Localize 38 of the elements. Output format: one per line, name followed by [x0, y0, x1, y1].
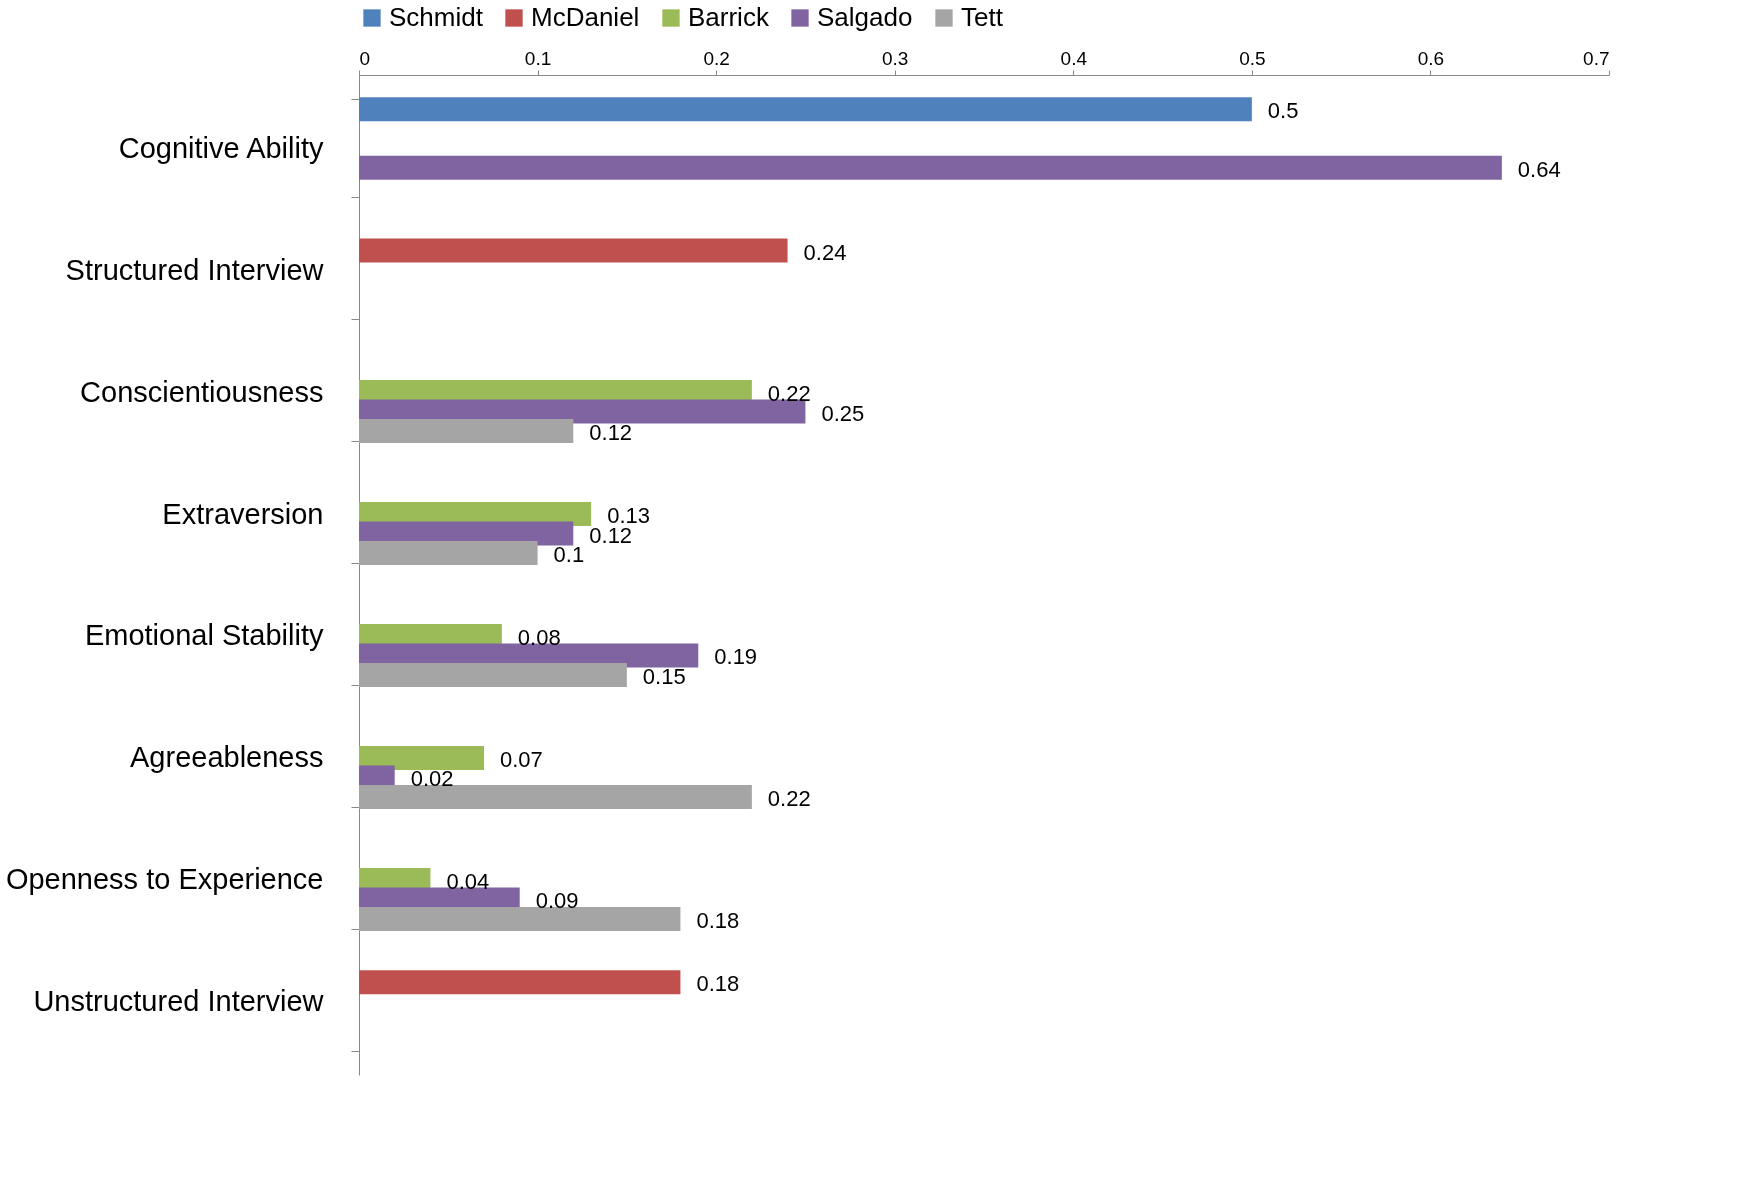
data-label: 0.07 [500, 746, 543, 772]
legend-label: McDaniel [531, 2, 640, 32]
data-label: 0.18 [696, 971, 740, 997]
data-label: 0.22 [767, 381, 811, 407]
x-tick-label: 0.3 [882, 47, 909, 69]
data-label: 0.22 [767, 785, 811, 811]
x-tick-label: 0.7 [1583, 47, 1610, 69]
data-label: 0.04 [446, 868, 490, 894]
data-label: 0.24 [803, 239, 847, 265]
data-label: 0.09 [535, 888, 579, 914]
y-tick-label: Openness to Experience [5, 863, 324, 896]
x-tick-label: 0.5 [1239, 47, 1266, 69]
x-tick-label: 0.1 [524, 47, 552, 69]
legend-label: Barrick [688, 2, 770, 32]
data-label: 0.19 [714, 644, 758, 670]
x-tick-label: 0.6 [1417, 47, 1445, 69]
legend-label: Tett [961, 2, 1004, 32]
x-tick-label: 0.2 [703, 47, 730, 69]
data-label: 0.18 [696, 907, 740, 933]
y-tick-label: Unstructured Interview [33, 985, 325, 1018]
x-tick-label: 0 [359, 47, 371, 69]
y-tick-label: Emotional Stability [84, 619, 324, 652]
x-tick-label: 0.4 [1060, 47, 1088, 69]
y-tick-label: Agreeableness [130, 741, 324, 774]
y-tick-label: Structured Interview [65, 253, 325, 286]
data-label: 0.12 [589, 420, 633, 446]
legend-label: Salgado [817, 2, 913, 32]
data-label: 0.25 [821, 400, 865, 426]
data-label: 0.08 [517, 624, 561, 650]
y-tick-label: Cognitive Ability [118, 131, 324, 164]
data-label: 0.02 [410, 766, 454, 792]
data-label: 0.64 [1517, 156, 1561, 182]
data-label: 0.1 [553, 542, 585, 568]
legend-label: Schmidt [389, 2, 484, 32]
data-label: 0.15 [642, 664, 686, 689]
y-tick-label: Conscientiousness [80, 375, 324, 408]
data-label: 0.5 [1267, 98, 1299, 124]
y-tick-label: Extraversion [162, 497, 324, 530]
